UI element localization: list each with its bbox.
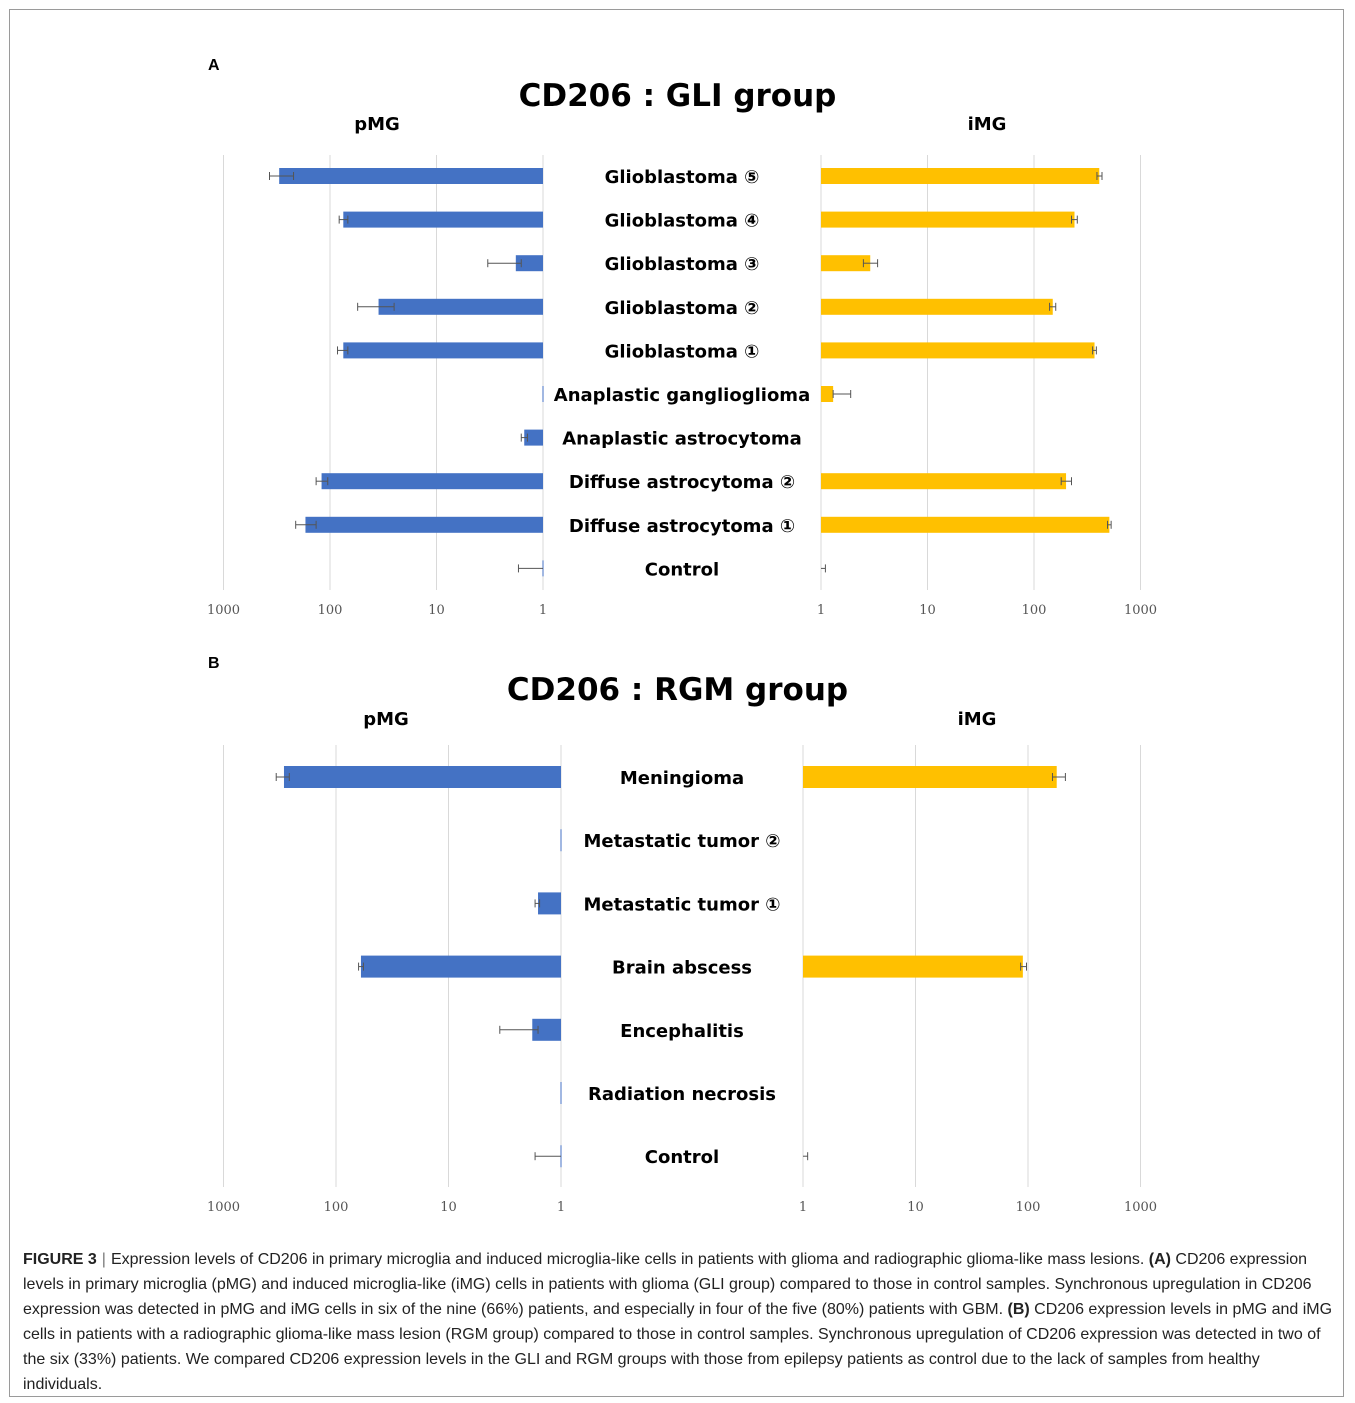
- chart-b: 1000 100 10 1 1 10 100 1000 Meningioma Metastatic…: [207, 745, 1157, 1215]
- bar-pmg: [343, 211, 543, 228]
- panel-b-left-label: pMG: [363, 709, 409, 730]
- panel-a-left-label: pMG: [354, 114, 400, 135]
- category-label: Glioblastoma ⑤: [605, 167, 760, 188]
- category-label: Glioblastoma ①: [605, 341, 760, 362]
- bar-img: [821, 298, 1053, 315]
- tick-label-left: 100: [318, 603, 343, 618]
- panel-b-letter: B: [208, 655, 220, 672]
- tick-label-left: 10: [428, 603, 445, 618]
- caption-separator: |: [101, 1251, 106, 1268]
- category-label: Control: [645, 559, 719, 580]
- bar-pmg: [283, 766, 561, 788]
- bar-img: [821, 255, 871, 272]
- category-label: Metastatic tumor ①: [584, 894, 781, 915]
- bar-pmg: [360, 955, 561, 978]
- figure-caption: FIGURE 3 | Expression levels of CD206 in p…: [23, 1247, 1338, 1397]
- tick-label-left: 1: [539, 603, 547, 618]
- category-label: Control: [645, 1147, 719, 1168]
- bar-pmg: [305, 516, 543, 533]
- tick-label-right: 100: [1016, 1200, 1041, 1215]
- tick-label-right: 10: [919, 603, 936, 618]
- bar-img: [803, 955, 1023, 978]
- chart-a: 1000 100 10 1 1 10 100 1000 Glioblastoma ⑤ Gliobl…: [207, 155, 1157, 618]
- category-label: Glioblastoma ④: [605, 211, 760, 232]
- category-label: Radiation necrosis: [588, 1084, 776, 1105]
- bar-pmg: [538, 892, 561, 915]
- caption-a-text: CD206 expression levels in primary micro…: [23, 1251, 1312, 1318]
- tick-label-left: 1000: [207, 1200, 240, 1215]
- bar-pmg: [321, 473, 543, 490]
- bar-img: [821, 516, 1110, 533]
- tick-label-left: 100: [324, 1200, 349, 1215]
- category-label: Metastatic tumor ②: [584, 831, 781, 852]
- category-label: Diffuse astrocytoma ①: [569, 516, 795, 537]
- tick-label-right: 100: [1022, 603, 1047, 618]
- bar-img: [821, 342, 1095, 359]
- bar-img: [821, 168, 1100, 184]
- category-label: Glioblastoma ②: [605, 298, 760, 319]
- category-label: Encephalitis: [620, 1021, 744, 1042]
- category-label: Brain abscess: [612, 958, 752, 979]
- bar-pmg: [524, 429, 543, 446]
- caption-figure-label: FIGURE 3: [23, 1251, 97, 1268]
- bar-pmg: [532, 1018, 561, 1041]
- tick-label-right: 1000: [1124, 1200, 1157, 1215]
- bar-pmg: [343, 342, 543, 359]
- bar-pmg: [515, 255, 543, 272]
- caption-b-label: (B): [1007, 1301, 1030, 1318]
- caption-b-text: CD206 expression levels in pMG and iMG c…: [23, 1301, 1333, 1393]
- bar-pmg: [378, 298, 543, 315]
- figure-frame: [9, 9, 1344, 1397]
- category-label: Anaplastic astrocytoma: [562, 429, 802, 450]
- panel-a-title: CD206 : GLI group: [518, 78, 837, 114]
- tick-label-right: 1: [799, 1200, 807, 1215]
- caption-intro: Expression levels of CD206 in primary mi…: [110, 1251, 1145, 1268]
- category-label: Meningioma: [620, 768, 744, 789]
- category-label: Diffuse astrocytoma ②: [569, 472, 795, 493]
- bar-img: [821, 211, 1075, 228]
- panel-b-title: CD206 : RGM group: [506, 672, 849, 708]
- bar-img: [821, 473, 1067, 490]
- category-label: Glioblastoma ③: [605, 254, 760, 275]
- panel-b-right-label: iMG: [957, 709, 997, 730]
- tick-label-right: 1: [817, 603, 825, 618]
- tick-label-right: 10: [907, 1200, 924, 1215]
- bar-img: [803, 766, 1057, 788]
- panel-a-right-label: iMG: [967, 114, 1007, 135]
- tick-label-left: 1000: [207, 603, 240, 618]
- category-label: Anaplastic ganglioglioma: [554, 385, 810, 406]
- tick-label-right: 1000: [1124, 603, 1157, 618]
- tick-label-left: 10: [440, 1200, 457, 1215]
- bar-img: [821, 386, 834, 402]
- panel-a-letter: A: [208, 57, 220, 74]
- caption-a-label: (A): [1148, 1251, 1171, 1268]
- tick-label-left: 1: [557, 1200, 565, 1215]
- bar-pmg: [279, 168, 543, 184]
